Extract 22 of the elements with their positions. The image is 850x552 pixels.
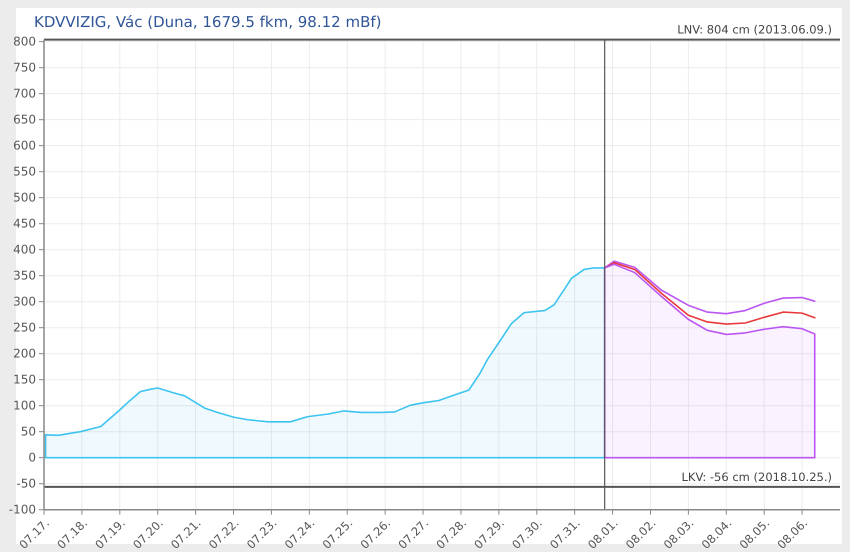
y-tick-label: 300 xyxy=(13,294,36,309)
y-tick-label: 100 xyxy=(13,398,36,413)
y-tick-label: 250 xyxy=(13,320,36,335)
y-tick-label: 400 xyxy=(13,242,36,257)
y-tick-label: 450 xyxy=(13,216,36,231)
y-tick-label: 500 xyxy=(13,190,36,205)
y-tick-label: 50 xyxy=(20,424,36,439)
y-tick-label: 0 xyxy=(28,450,36,465)
y-tick-label: -100 xyxy=(8,502,36,517)
ref-line-label: LNV: 804 cm (2013.06.09.) xyxy=(677,22,832,37)
y-tick-label: 550 xyxy=(13,164,36,179)
y-tick-label: 150 xyxy=(13,372,36,387)
y-tick-label: 350 xyxy=(13,268,36,283)
y-tick-label: -50 xyxy=(16,476,36,491)
y-tick-label: 700 xyxy=(13,86,36,101)
y-tick-label: 750 xyxy=(13,60,36,75)
chart-title: KDVVIZIG, Vác (Duna, 1679.5 fkm, 98.12 mBf) xyxy=(34,13,382,31)
y-tick-label: 800 xyxy=(13,34,36,49)
ref-line-label: LKV: -56 cm (2018.10.25.) xyxy=(682,470,832,484)
y-tick-label: 200 xyxy=(13,346,36,361)
y-tick-label: 650 xyxy=(13,112,36,127)
y-tick-label: 600 xyxy=(13,138,36,153)
